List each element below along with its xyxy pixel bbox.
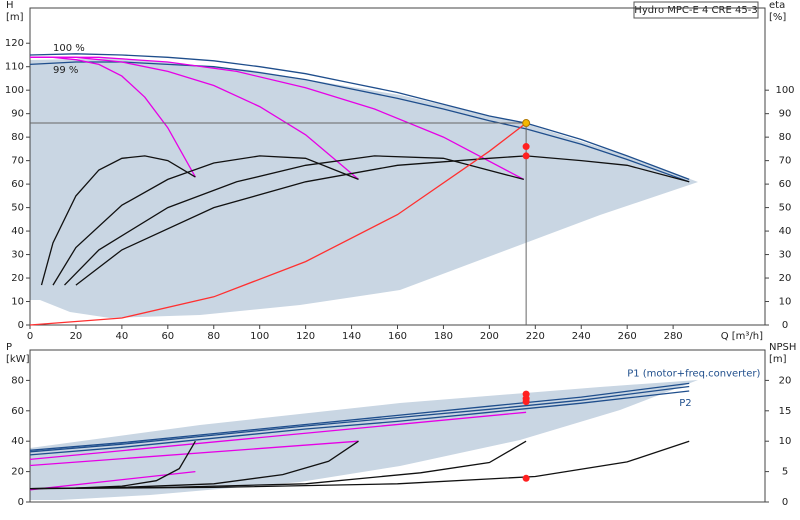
curve [30, 56, 359, 180]
y2-tick-label: 60 [779, 179, 792, 190]
x-tick-label: 120 [296, 331, 315, 342]
y-axis-label: H [6, 0, 14, 11]
plot-frame [29, 349, 766, 503]
curve [29, 53, 690, 181]
x-tick-label: 20 [70, 331, 83, 342]
x-tick-label: 180 [434, 331, 453, 342]
y2-tick-label: 0 [782, 497, 788, 508]
y-tick-label: 80 [11, 375, 24, 386]
y-tick-label: 100 [5, 85, 24, 96]
y2-tick-label: 20 [779, 273, 792, 284]
y-tick-label: 30 [11, 250, 24, 261]
x-tick-label: 220 [526, 331, 545, 342]
y-tick-label: 110 [5, 62, 24, 73]
curve [52, 155, 359, 286]
series-label: P2 [679, 398, 691, 409]
x-tick-label: 0 [27, 331, 33, 342]
curve [29, 385, 690, 453]
curve [30, 56, 525, 180]
curve [40, 155, 196, 286]
curve [29, 440, 359, 467]
y2-tick-label: 80 [779, 132, 792, 143]
y-tick-label: 20 [11, 467, 24, 478]
y-tick-label: 0 [18, 320, 24, 331]
operating-point [522, 398, 530, 406]
y-tick-label: 60 [11, 406, 24, 417]
y2-tick-label: 15 [779, 406, 792, 417]
y-axis-label: P [6, 342, 12, 353]
x-tick-label: 260 [618, 331, 637, 342]
curve [29, 440, 690, 490]
x-axis-label: Q [m³/h] [721, 331, 763, 342]
y2-tick-label: 10 [779, 297, 792, 308]
y-tick-label: 20 [11, 273, 24, 284]
y-tick-label: 60 [11, 179, 24, 190]
y-tick-label: 40 [11, 226, 24, 237]
y-tick-label: 50 [11, 203, 24, 214]
annotation: 99 % [53, 65, 78, 76]
x-tick-label: 100 [250, 331, 269, 342]
y2-tick-label: 40 [779, 226, 792, 237]
x-tick-label: 240 [572, 331, 591, 342]
operating-point [522, 152, 530, 160]
y-tick-label: 10 [11, 297, 24, 308]
y-axis-label: [kW] [6, 354, 30, 365]
curve [64, 155, 524, 286]
y-tick-label: 0 [18, 497, 24, 508]
y-tick-label: 40 [11, 436, 24, 447]
y-tick-label: 120 [5, 38, 24, 49]
y-tick-label: 90 [11, 109, 24, 120]
curve [29, 382, 690, 451]
x-tick-label: 280 [664, 331, 683, 342]
operating-point [522, 143, 530, 151]
y2-axis-label: eta [769, 0, 785, 11]
y-axis-label: [m] [6, 12, 24, 23]
curve [29, 411, 527, 461]
y2-tick-label: 50 [779, 203, 792, 214]
y2-tick-label: 5 [782, 467, 788, 478]
curve [29, 390, 690, 456]
y2-tick-label: 70 [779, 156, 792, 167]
series-label: P1 (motor+freq.converter) [627, 368, 760, 379]
x-tick-label: 40 [116, 331, 129, 342]
x-tick-label: 160 [388, 331, 407, 342]
y2-tick-label: 10 [779, 436, 792, 447]
y2-axis-label: NPSH [769, 342, 796, 353]
x-tick-label: 140 [342, 331, 361, 342]
operating-point [522, 119, 531, 128]
curve [29, 61, 690, 183]
operating-range [30, 380, 698, 500]
pump-name: Hydro MPC-E 4 CRE 45-3 [634, 5, 757, 16]
y2-axis-label: [m] [769, 354, 787, 365]
x-tick-label: 200 [480, 331, 499, 342]
curve [75, 155, 690, 286]
x-tick-label: 60 [161, 331, 174, 342]
y-tick-label: 80 [11, 132, 24, 143]
legend-box [633, 1, 759, 19]
annotation: 100 % [53, 43, 85, 54]
x-tick-label: 80 [207, 331, 220, 342]
y2-tick-label: 0 [782, 320, 788, 331]
operating-point [522, 474, 530, 482]
y2-tick-label: 100 [775, 85, 794, 96]
y2-tick-label: 20 [779, 375, 792, 386]
y-tick-label: 70 [11, 156, 24, 167]
y2-tick-label: 30 [779, 250, 792, 261]
y2-axis-label: [%] [769, 12, 786, 23]
curve [29, 122, 527, 326]
y2-tick-label: 90 [779, 109, 792, 120]
